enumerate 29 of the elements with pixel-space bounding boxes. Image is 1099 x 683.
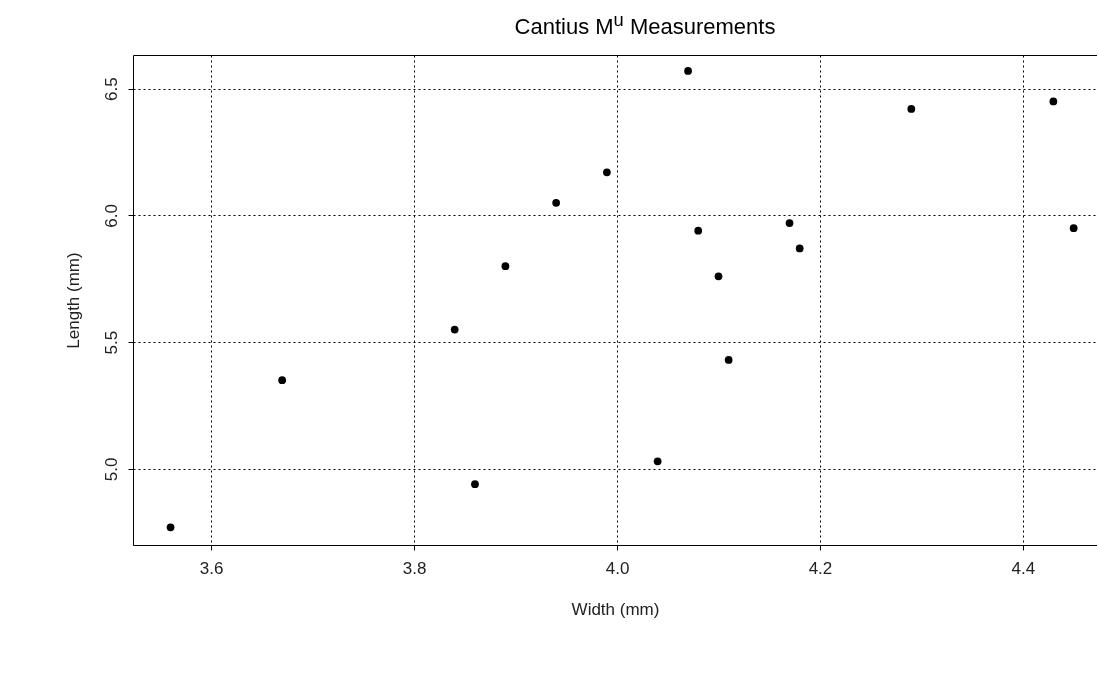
point	[714, 272, 723, 281]
point	[907, 105, 916, 113]
y-tick-label: 6.0	[101, 204, 121, 228]
point	[166, 523, 175, 532]
point	[1069, 224, 1078, 232]
y-tick-label: 6.5	[101, 77, 121, 102]
point	[785, 219, 794, 227]
point	[724, 356, 733, 364]
point	[1049, 97, 1058, 106]
point	[603, 168, 611, 177]
point	[450, 325, 459, 334]
point	[501, 262, 510, 271]
point	[278, 376, 287, 385]
point	[552, 198, 561, 207]
x-axis-title: Width (mm)	[571, 599, 660, 619]
point	[694, 226, 703, 235]
x-tick-label: 4.0	[605, 558, 630, 578]
chart-title: Cantius M$^{u}$ Measurements	[513, 8, 777, 40]
x-tick-label: 3.8	[402, 558, 427, 578]
point	[471, 480, 479, 489]
point	[795, 244, 804, 253]
y-axis-title: Length (mm)	[63, 252, 83, 349]
point	[684, 67, 692, 75]
x-tick-label: 3.6	[199, 558, 224, 578]
y-tick-label: 5.0	[101, 457, 121, 482]
x-tick-label: 4.4	[1011, 558, 1036, 578]
x-tick-label: 4.2	[808, 558, 833, 578]
point	[653, 457, 662, 466]
y-tick-label: 5.5	[101, 330, 121, 355]
